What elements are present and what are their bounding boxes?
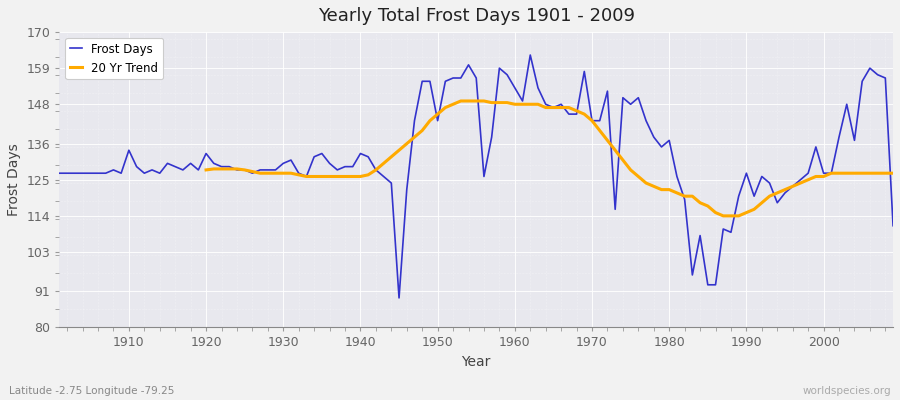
Frost Days xyxy=(887,223,898,228)
Frost Days xyxy=(116,171,127,176)
20 Yr Trend xyxy=(887,171,898,176)
Title: Yearly Total Frost Days 1901 - 2009: Yearly Total Frost Days 1901 - 2009 xyxy=(318,7,634,25)
20 Yr Trend xyxy=(201,168,212,172)
20 Yr Trend xyxy=(718,214,729,218)
Frost Days xyxy=(285,158,296,162)
20 Yr Trend xyxy=(687,194,698,198)
Frost Days xyxy=(525,53,535,58)
Y-axis label: Frost Days: Frost Days xyxy=(7,143,21,216)
Line: 20 Yr Trend: 20 Yr Trend xyxy=(206,101,893,216)
20 Yr Trend xyxy=(455,98,466,103)
Frost Days xyxy=(617,95,628,100)
Frost Days xyxy=(518,98,528,103)
20 Yr Trend xyxy=(788,184,798,189)
Frost Days xyxy=(393,296,404,300)
Frost Days xyxy=(332,168,343,172)
Text: worldspecies.org: worldspecies.org xyxy=(803,386,891,396)
20 Yr Trend xyxy=(803,177,814,182)
20 Yr Trend xyxy=(410,135,420,140)
Legend: Frost Days, 20 Yr Trend: Frost Days, 20 Yr Trend xyxy=(66,38,163,79)
X-axis label: Year: Year xyxy=(462,355,490,369)
Frost Days xyxy=(54,171,65,176)
20 Yr Trend xyxy=(293,172,304,177)
20 Yr Trend xyxy=(872,171,883,176)
Frost Days xyxy=(509,86,520,90)
Text: Latitude -2.75 Longitude -79.25: Latitude -2.75 Longitude -79.25 xyxy=(9,386,175,396)
Line: Frost Days: Frost Days xyxy=(59,55,893,298)
